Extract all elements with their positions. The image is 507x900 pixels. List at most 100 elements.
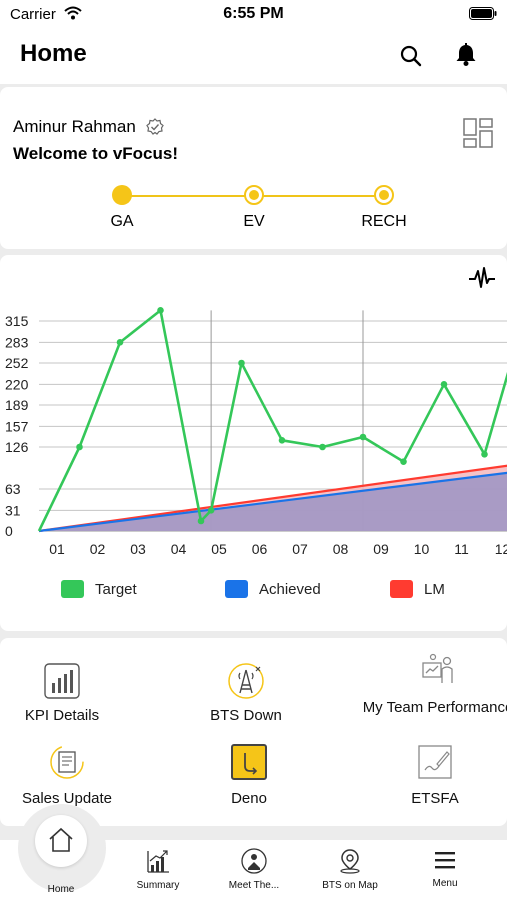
lm-line xyxy=(38,464,507,533)
target-point xyxy=(359,433,367,441)
legend-swatch-lm xyxy=(390,580,413,598)
x-tick-label: 01 xyxy=(49,541,65,557)
growth-chart-icon xyxy=(147,850,169,873)
tab-label-summary: Summary xyxy=(136,880,180,891)
action-label: BTS Down xyxy=(210,707,282,724)
target-point xyxy=(400,458,407,465)
target-point xyxy=(76,443,83,451)
action-label: My Team Performance xyxy=(362,699,507,716)
tab-label-menu: Menu xyxy=(432,878,458,889)
x-tick-label: 04 xyxy=(171,541,187,557)
x-tick-label: 07 xyxy=(292,541,308,557)
x-tick-label: 02 xyxy=(90,541,106,557)
tab-label-bts-on-map: BTS on Map xyxy=(322,880,378,891)
target-point xyxy=(278,437,286,444)
tab-meet-the[interactable]: Meet The... xyxy=(209,848,299,898)
step-dot-ev xyxy=(244,185,264,205)
deno-icon xyxy=(231,744,267,780)
quick-actions-card: KPI Details BTS Down My Team Performance… xyxy=(0,638,507,826)
verified-icon xyxy=(146,118,164,135)
menu-icon xyxy=(435,852,455,869)
user-name: Aminur Rahman xyxy=(13,117,136,136)
action-label: Sales Update xyxy=(21,790,113,807)
action-label: Deno xyxy=(231,790,267,807)
target-point xyxy=(207,507,215,514)
y-tick-label: 220 xyxy=(5,376,29,392)
sales-report-icon xyxy=(50,745,84,779)
x-tick-label: 03 xyxy=(130,541,146,557)
y-tick-label: 283 xyxy=(5,334,29,350)
action-label: ETSFA xyxy=(411,790,459,807)
bar-chart-icon xyxy=(44,663,80,699)
legend-label-lm: LM xyxy=(424,581,445,598)
user-card: Aminur Rahman Welcome to vFocus! GA EV R… xyxy=(0,87,507,249)
carrier-label: Carrier xyxy=(10,6,56,23)
battery-icon xyxy=(469,7,497,20)
target-point xyxy=(116,339,124,346)
app-header: Home xyxy=(0,28,507,84)
team-presentation-icon xyxy=(422,653,453,683)
step-dot-rech xyxy=(374,185,394,205)
action-bts-down[interactable]: BTS Down xyxy=(166,663,326,743)
meeting-icon xyxy=(241,848,267,874)
wifi-icon xyxy=(64,6,82,20)
search-icon[interactable] xyxy=(398,43,424,69)
map-pin-icon xyxy=(340,849,360,874)
tab-home[interactable]: Home xyxy=(16,848,106,898)
bell-icon[interactable] xyxy=(453,42,479,68)
y-tick-label: 31 xyxy=(5,502,21,518)
y-tick-label: 157 xyxy=(5,418,29,434)
tab-bts-on-map[interactable]: BTS on Map xyxy=(305,848,395,898)
y-tick-label: 63 xyxy=(5,481,21,497)
x-tick-label: 06 xyxy=(252,541,268,557)
status-time: 6:55 PM xyxy=(223,5,284,22)
action-sales-update[interactable]: Sales Update xyxy=(0,744,147,824)
target-point xyxy=(238,359,245,367)
target-point xyxy=(481,451,488,458)
home-tab-button[interactable] xyxy=(35,815,87,867)
step-label-ga[interactable]: GA xyxy=(110,213,134,230)
tab-label-meet-the: Meet The... xyxy=(228,880,280,891)
welcome-message: Welcome to vFocus! xyxy=(13,144,178,163)
legend-swatch-target xyxy=(61,580,84,598)
y-tick-label: 315 xyxy=(5,313,29,329)
action-deno[interactable]: Deno xyxy=(169,744,329,824)
status-bar: Carrier 6:55 PM xyxy=(0,0,507,28)
achieved-line xyxy=(38,471,507,533)
x-tick-label: 08 xyxy=(333,541,349,557)
step-dot-ga xyxy=(112,185,132,205)
target-point xyxy=(319,443,326,451)
bottom-tab-bar: Home Summary Meet The... BTS on Map xyxy=(0,804,507,900)
action-my-team-performance[interactable]: My Team Performance xyxy=(358,653,507,733)
sign-document-icon xyxy=(418,745,452,779)
action-kpi-details[interactable]: KPI Details xyxy=(0,663,142,743)
y-tick-label: 252 xyxy=(5,355,29,371)
legend-label-target: Target xyxy=(95,581,137,598)
target-point xyxy=(157,307,164,314)
step-label-rech[interactable]: RECH xyxy=(361,213,407,230)
y-tick-label: 0 xyxy=(5,523,13,539)
y-tick-label: 189 xyxy=(5,397,29,413)
pulse-icon[interactable] xyxy=(468,265,496,291)
target-point xyxy=(440,381,448,388)
x-tick-label: 11 xyxy=(454,541,469,557)
line-chart: 0 31 63 126 157 189 220 252 283 315 01 02 03 04 05 06 07… xyxy=(5,307,507,557)
target-point xyxy=(197,517,205,525)
page-title: Home xyxy=(20,40,87,67)
tab-menu[interactable]: Menu xyxy=(400,848,490,898)
tab-summary[interactable]: Summary xyxy=(113,848,203,898)
x-tick-label: 10 xyxy=(414,541,430,557)
x-tick-label: 09 xyxy=(373,541,389,557)
x-tick-label: 05 xyxy=(211,541,227,557)
tower-icon xyxy=(228,663,264,699)
legend-label-achieved: Achieved xyxy=(259,581,321,598)
action-label: KPI Details xyxy=(24,707,100,724)
step-label-ev[interactable]: EV xyxy=(243,213,265,230)
target-line xyxy=(37,309,507,532)
action-etsfa[interactable]: ETSFA xyxy=(355,744,507,824)
legend-swatch-achieved xyxy=(225,580,248,598)
home-icon xyxy=(49,827,73,852)
performance-chart-card: 0 31 63 126 157 189 220 252 283 315 01 02 03 04 05 06 07… xyxy=(0,255,507,631)
y-tick-label: 126 xyxy=(5,439,29,455)
dashboard-grid-icon[interactable] xyxy=(462,117,494,149)
